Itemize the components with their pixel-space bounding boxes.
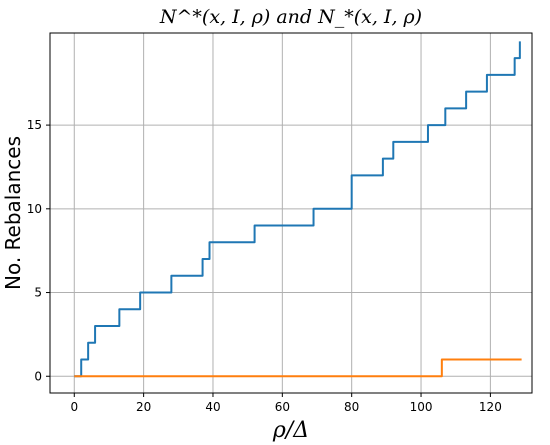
x-tick-label: 120 <box>479 400 502 414</box>
x-tick-label: 100 <box>410 400 433 414</box>
x-tick-label: 20 <box>136 400 151 414</box>
grid <box>50 33 532 393</box>
series-lines <box>74 41 522 378</box>
x-tick-label: 80 <box>344 400 359 414</box>
y-tick-label: 15 <box>27 118 42 132</box>
chart-title: N^*(x, I, ρ) and N_*(x, I, ρ) <box>159 6 422 28</box>
plot-frame <box>49 32 533 394</box>
series-line-1 <box>74 41 521 378</box>
axis-ticks: 0 20 40 60 80 100 120 0 5 10 15 <box>27 118 502 414</box>
x-tick-label: 0 <box>70 400 78 414</box>
y-tick-label: 10 <box>27 202 42 216</box>
x-axis-label: ρ/Δ <box>272 418 309 443</box>
x-tick-label: 40 <box>205 400 220 414</box>
y-tick-label: 0 <box>34 369 42 383</box>
series-line-2 <box>74 358 522 378</box>
y-axis-label: No. Rebalances <box>1 136 25 290</box>
x-tick-label: 60 <box>275 400 290 414</box>
y-tick-label: 5 <box>34 286 42 300</box>
